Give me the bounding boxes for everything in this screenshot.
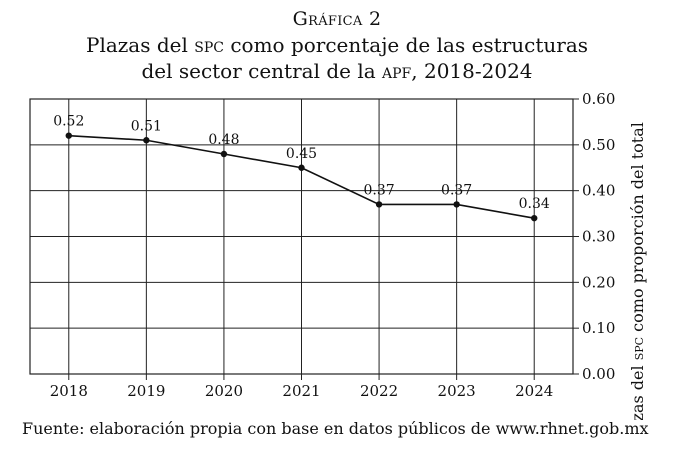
data-label: 0.52 [53,114,84,130]
y-tick-label: 0.00 [582,365,615,383]
y-tick-label: 0.30 [582,228,615,246]
title-line-2-part-3: , 2018-2024 [411,59,533,83]
y-tick-label: 0.60 [582,90,615,108]
x-tick-label: 2021 [282,382,320,400]
y-tick-label: 0.10 [582,319,615,337]
x-tick-label: 2018 [50,382,88,400]
title-spc-abbrev: spc [194,33,224,57]
x-tick-label: 2024 [515,382,553,400]
data-label: 0.45 [286,146,317,162]
data-label: 0.37 [441,182,472,198]
title-line-2: del sector central de la apf, 2018-2024 [0,58,674,84]
data-point [143,137,150,144]
x-tick-label: 2020 [205,382,243,400]
x-tick-label: 2023 [438,382,476,400]
data-label: 0.51 [131,118,162,134]
title-line-1: Plazas del spc como porcentaje de las es… [0,32,674,58]
x-tick-label: 2022 [360,382,398,400]
title-line-1-part-3: como porcentaje de las estructuras [223,33,589,57]
y-axis-title-part: como proporción del total [628,122,647,337]
data-point [298,164,305,171]
data-point [65,132,72,139]
data-point [220,150,228,158]
y-axis-title-part: Plazas del [628,360,647,420]
data-label: 0.34 [519,196,550,212]
y-axis-title-spc: spc [628,337,647,360]
x-tick-label: 2019 [127,382,165,400]
y-axis-title: Plazas del spc como proporción del total [628,122,647,420]
title-apf-abbrev: apf [382,59,412,83]
source-note: Fuente: elaboración propia con base en d… [22,419,649,438]
data-label: 0.48 [208,132,239,148]
y-tick-label: 0.20 [582,273,615,291]
line-chart: 0.00 0.10 0.20 0.30 0.40 0.50 0.60 2018 2019 2020… [29,90,647,420]
y-tick-label: 0.50 [582,136,615,154]
data-point [531,214,538,222]
title-line-1-part-1: Plazas del [85,33,195,57]
data-label: 0.37 [363,182,394,198]
title-line-2-part-1: del sector central de la [141,59,383,83]
chart-title-block: Gráfica 2 Plazas del spc como porcentaje… [0,6,674,84]
y-tick-label: 0.40 [582,182,615,200]
data-point [375,201,383,208]
data-point [453,201,460,208]
figure-label: Gráfica 2 [292,8,382,30]
